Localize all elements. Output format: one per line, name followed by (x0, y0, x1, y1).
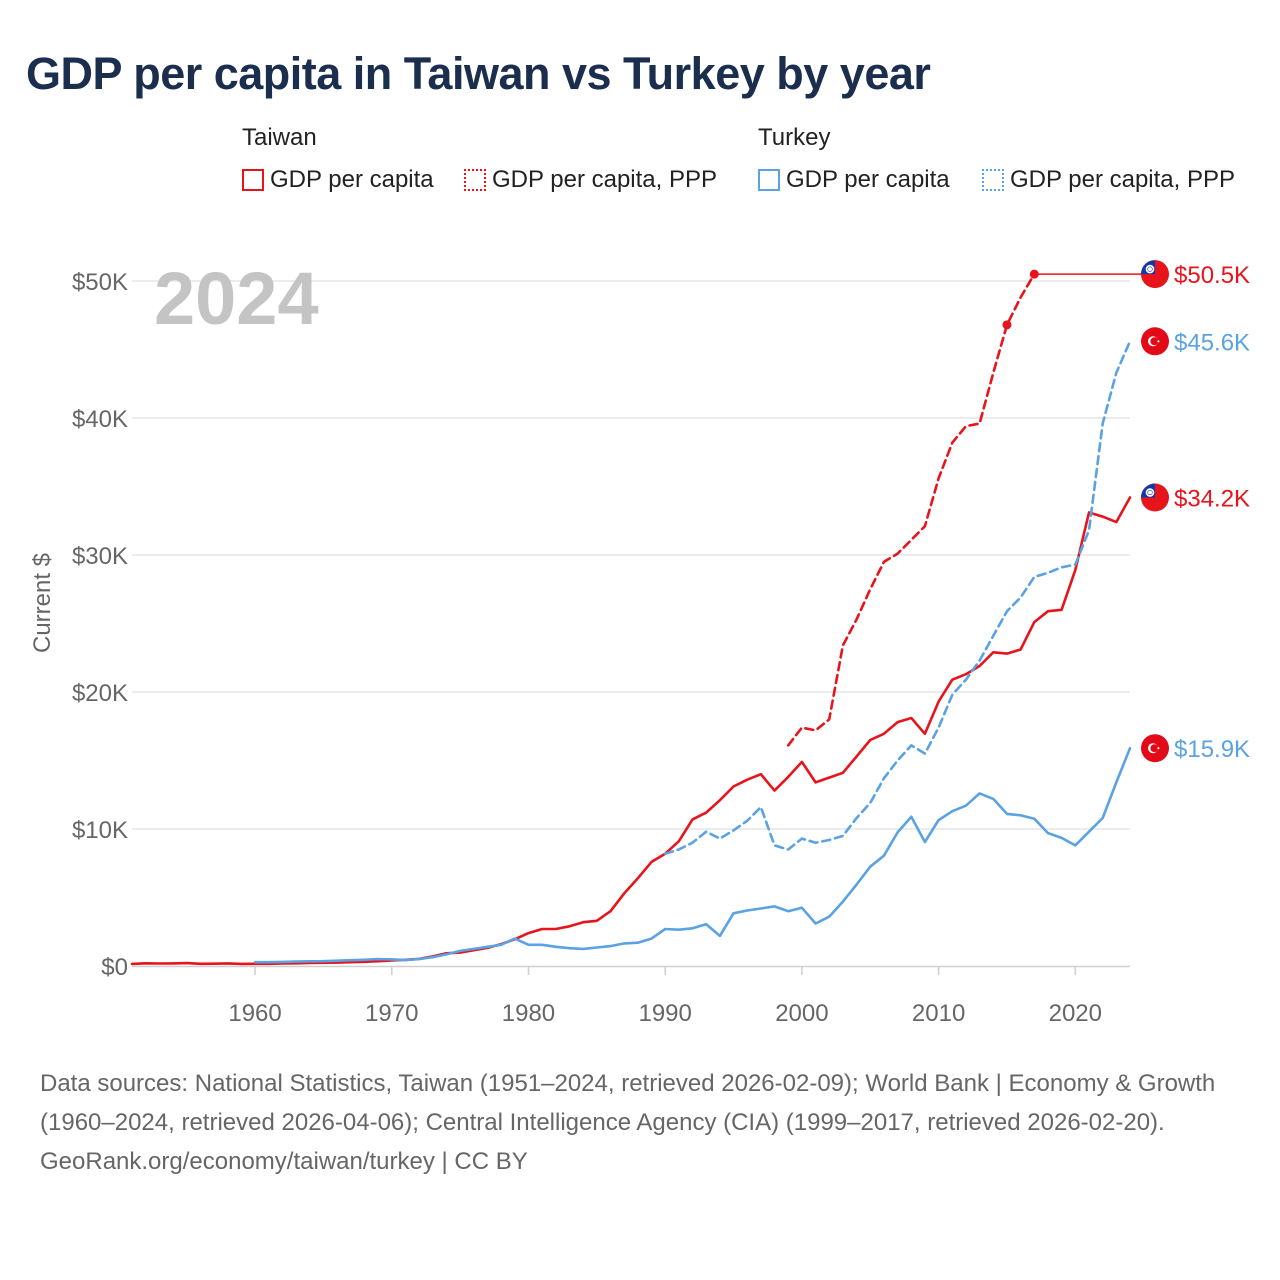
year-watermark: 2024 (154, 257, 319, 340)
x-tick-label: 1960 (228, 1000, 281, 1027)
x-tick-label: 2020 (1049, 1000, 1102, 1027)
legend-swatch-dotted-red (464, 169, 486, 191)
y-tick-label: $50K (72, 269, 128, 296)
x-tick-label: 1980 (502, 1000, 555, 1027)
legend-swatch-dotted-blue (982, 169, 1004, 191)
series-line-taiwan-gdp (130, 496, 1132, 966)
legend-swatch-solid-red (242, 169, 264, 191)
y-tick-label: $30K (72, 543, 128, 570)
axes: $0 $10K $20K $30K $40K $50K 1960 1970 1980 1990 20… (72, 269, 1130, 1027)
credit-link[interactable]: GeoRank.org/economy/taiwan/turkey | CC B… (40, 1148, 528, 1175)
data-point-marker (1002, 320, 1012, 330)
series-line-turkey-gdp (253, 746, 1132, 964)
x-tick-label: 1990 (638, 1000, 691, 1027)
y-tick-label: $10K (72, 817, 128, 844)
x-tick-label: 2000 (775, 1000, 828, 1027)
turkey-flag-icon (1141, 327, 1169, 356)
legend-item-taiwan-gdp-ppp[interactable]: GDP per capita, PPP (464, 164, 717, 196)
turkey-flag-icon (1141, 734, 1169, 763)
flag-crescent-inner (1150, 337, 1159, 346)
chart-title: GDP per capita in Taiwan vs Turkey by ye… (26, 48, 931, 99)
data-sources-note: Data sources: National Statistics, Taiwa… (40, 1070, 1216, 1136)
legend-item-turkey-gdp[interactable]: GDP per capita (758, 164, 950, 196)
series-line-taiwan-ppp (786, 272, 1036, 747)
y-tick-label: $0 (101, 954, 128, 981)
legend-item-turkey-gdp-ppp[interactable]: GDP per capita, PPP (982, 164, 1235, 196)
footer: Data sources: National Statistics, Taiwa… (40, 1064, 1240, 1181)
y-tick-label: $20K (72, 680, 128, 707)
series-lines (130, 269, 1144, 966)
legend-item-taiwan-gdp[interactable]: GDP per capita (242, 164, 434, 196)
y-tick-label: $40K (72, 406, 128, 433)
flag-star (1157, 339, 1161, 343)
grid-lines (132, 280, 1130, 830)
taiwan-flag-icon (1141, 483, 1169, 512)
end-value-label: $15.9K (1174, 736, 1250, 763)
legend-swatch-solid-blue (758, 169, 780, 191)
legend-label: GDP per capita, PPP (492, 166, 717, 193)
end-value-label: $45.6K (1174, 329, 1250, 356)
series-line-turkey-ppp (663, 340, 1132, 855)
legend-group-taiwan: Taiwan (242, 124, 317, 151)
flag-crescent-inner (1150, 744, 1159, 753)
flag-sun-inner (1148, 267, 1152, 272)
legend-label: GDP per capita (786, 166, 950, 193)
legend-group-turkey: Turkey (758, 124, 831, 151)
x-tick-label: 2010 (912, 1000, 965, 1027)
end-labels: $50.5K $45.6K $34.2K $15.9K (1141, 260, 1250, 763)
line-chart: $0 $10K $20K $30K $40K $50K 1960 1970 1980 1990 20… (29, 257, 1250, 1027)
flag-sun-inner (1148, 490, 1152, 495)
x-tick-label: 1970 (365, 1000, 418, 1027)
end-value-label: $34.2K (1174, 485, 1250, 512)
y-axis-label: Current $ (29, 553, 56, 653)
legend-label: GDP per capita (270, 166, 434, 193)
data-point-marker (1029, 269, 1039, 279)
taiwan-flag-icon (1141, 260, 1169, 289)
legend-label: GDP per capita, PPP (1010, 166, 1235, 193)
flag-star (1157, 746, 1161, 750)
end-value-label: $50.5K (1174, 262, 1250, 289)
